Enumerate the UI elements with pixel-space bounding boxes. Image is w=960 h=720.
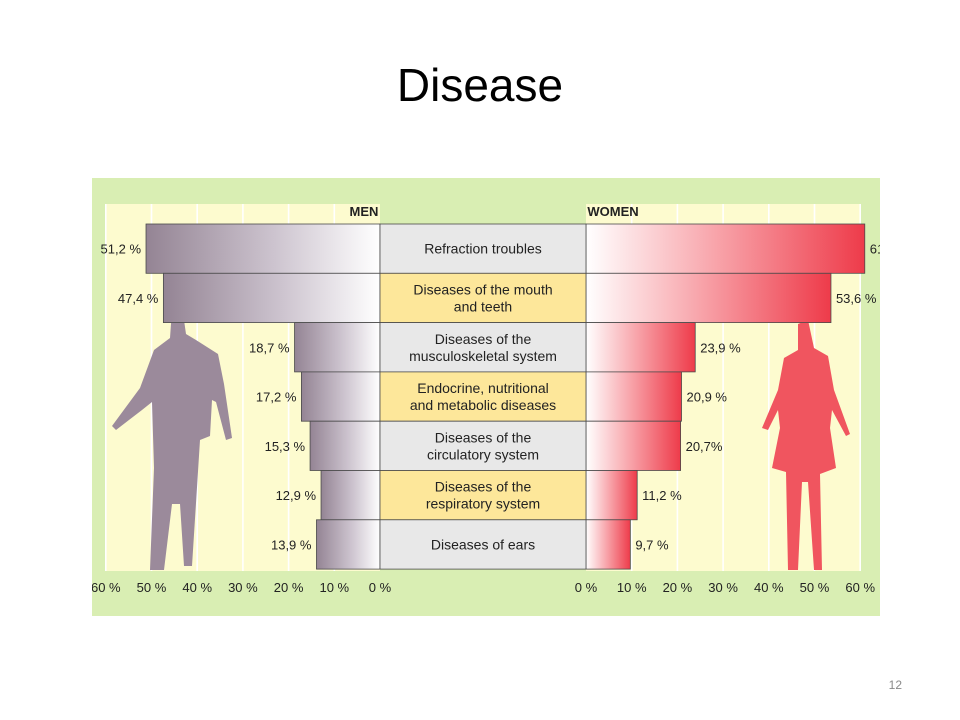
- men-value-label: 47,4 %: [118, 291, 159, 306]
- category-box: [379, 371, 587, 422]
- men-tick-label: 50 %: [137, 580, 167, 595]
- women-tick-label: 10 %: [617, 580, 647, 595]
- category-label: and teeth: [454, 298, 512, 314]
- men-value-label: 12,9 %: [276, 488, 317, 503]
- women-tick-label: 50 %: [800, 580, 830, 595]
- men-tick-label: 10 %: [319, 580, 349, 595]
- women-value-label: 61 %: [870, 242, 880, 257]
- category-label: and metabolic diseases: [410, 397, 556, 413]
- category-box: [379, 519, 587, 570]
- legend-men: MEN: [350, 204, 379, 219]
- women-value-label: 53,6 %: [836, 291, 877, 306]
- women-bar: [585, 371, 682, 422]
- category-label: Endocrine, nutritional: [417, 380, 549, 396]
- men-bar: [294, 322, 381, 373]
- women-bar: [585, 322, 696, 373]
- slide-title: Disease: [396, 59, 564, 111]
- women-value-label: 20,7%: [686, 439, 723, 454]
- category-label: Diseases of the: [435, 429, 532, 445]
- men-value-label: 13,9 %: [271, 537, 312, 552]
- women-tick-label: 20 %: [663, 580, 693, 595]
- men-bar: [309, 420, 381, 471]
- women-tick-label: 60 %: [845, 580, 875, 595]
- woman-figure: [762, 320, 850, 570]
- category-label: Refraction troubles: [424, 241, 542, 257]
- category-box: [379, 470, 587, 521]
- category-box: [379, 272, 587, 324]
- men-value-label: 15,3 %: [265, 439, 306, 454]
- women-tick-label: 40 %: [754, 580, 784, 595]
- men-tick-label: 0 %: [369, 580, 392, 595]
- category-label: respiratory system: [426, 496, 540, 512]
- women-bar: [585, 420, 681, 471]
- category-box: [379, 420, 587, 471]
- category-label: circulatory system: [427, 446, 539, 462]
- men-value-label: 51,2 %: [101, 242, 142, 257]
- category-label: Diseases of the: [435, 479, 532, 495]
- men-tick-label: 30 %: [228, 580, 258, 595]
- category-box: [379, 322, 587, 373]
- women-value-label: 20,9 %: [687, 390, 728, 405]
- men-bar: [162, 272, 381, 324]
- men-tick-label: 40 %: [182, 580, 212, 595]
- legend-women: WOMEN: [587, 204, 638, 219]
- women-bar: [585, 272, 832, 324]
- women-bar: [585, 470, 638, 521]
- category-label: musculoskeletal system: [409, 348, 557, 364]
- women-tick-label: 30 %: [708, 580, 738, 595]
- women-value-label: 23,9 %: [700, 340, 741, 355]
- category-label: Diseases of the: [435, 331, 532, 347]
- women-value-label: 11,2 %: [642, 488, 682, 503]
- men-tick-label: 20 %: [274, 580, 304, 595]
- women-bar: [585, 519, 631, 570]
- men-bar: [320, 470, 381, 521]
- category-box: [379, 223, 587, 274]
- women-value-label: 9,7 %: [635, 537, 669, 552]
- men-tick-label: 60 %: [92, 580, 121, 595]
- man-figure: [112, 306, 232, 570]
- category-label: Diseases of ears: [431, 536, 535, 552]
- men-value-label: 18,7 %: [249, 340, 290, 355]
- men-bar: [145, 223, 381, 274]
- men-bar: [316, 519, 381, 570]
- disease-chart: Refraction troubles Diseases of the mouth…: [92, 178, 880, 616]
- men-bar: [300, 371, 381, 422]
- women-tick-label: 0 %: [575, 580, 598, 595]
- women-bar: [585, 223, 866, 274]
- category-label: Diseases of the mouth: [413, 281, 552, 297]
- page-number: 12: [888, 678, 902, 692]
- men-value-label: 17,2 %: [256, 390, 297, 405]
